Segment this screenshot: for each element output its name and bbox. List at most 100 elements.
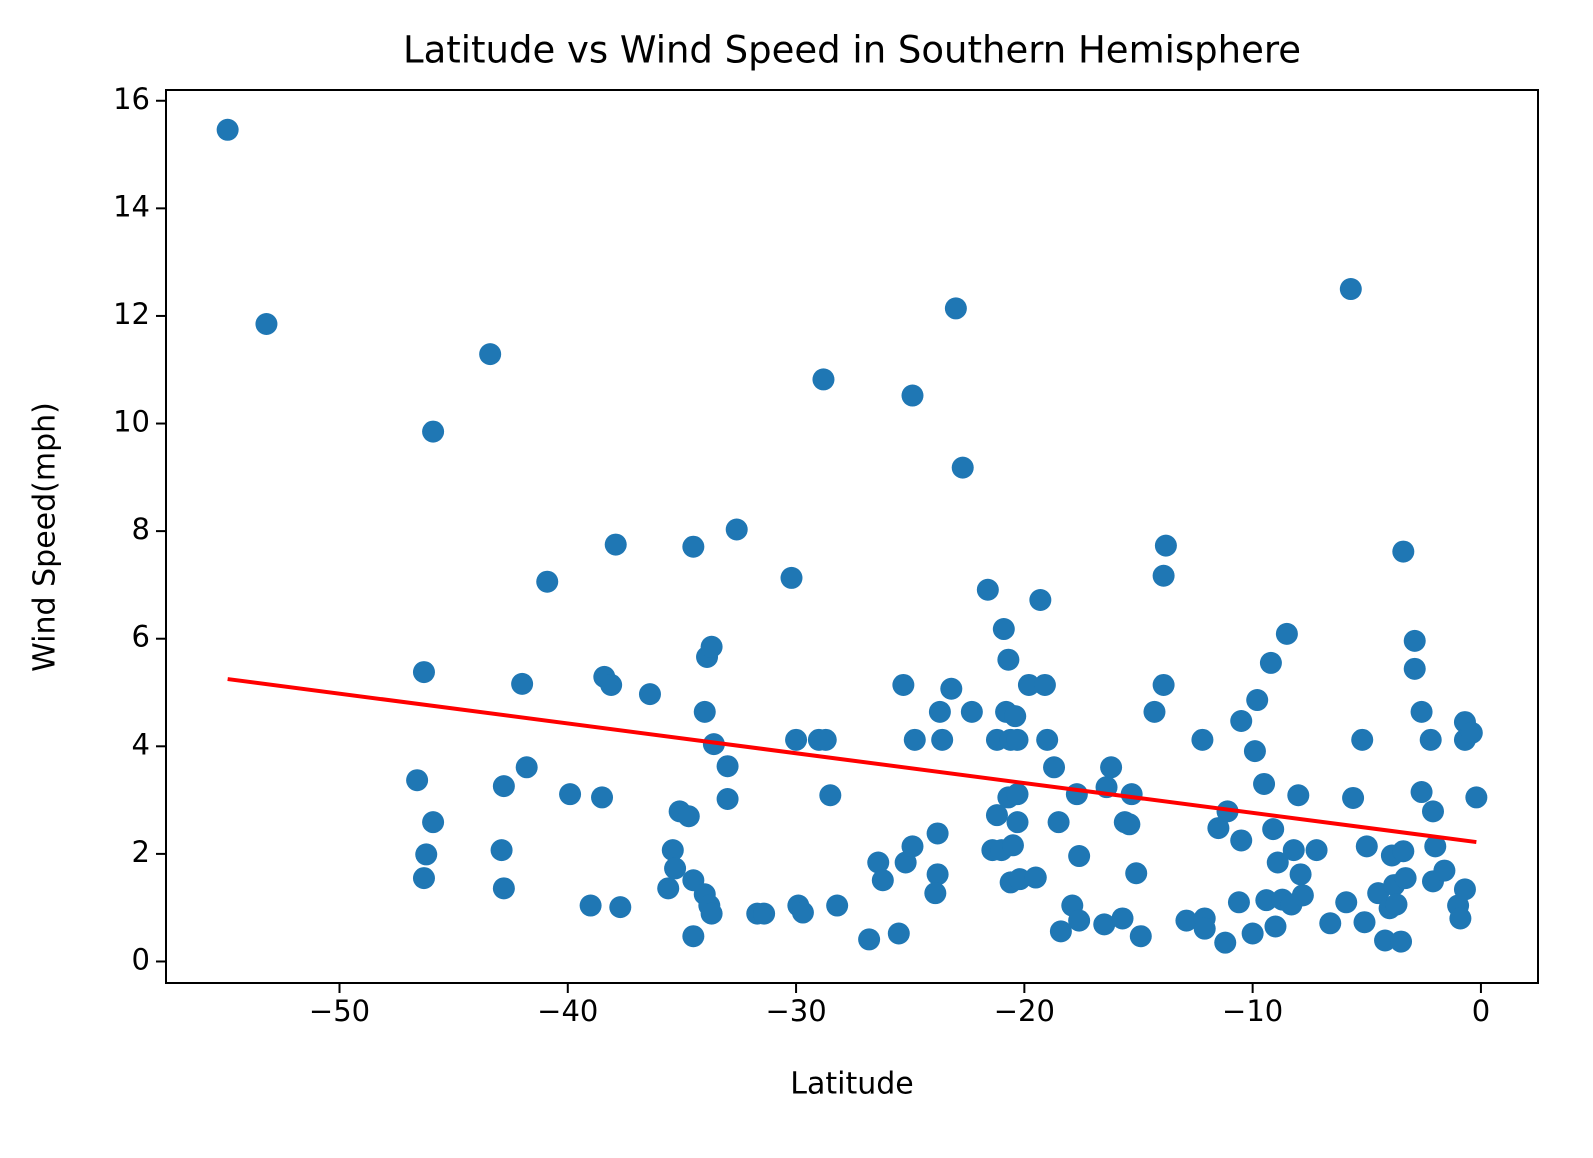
point xyxy=(490,839,513,862)
point xyxy=(1449,907,1472,930)
y-tick-label: 8 xyxy=(132,512,150,546)
point xyxy=(638,683,661,706)
point xyxy=(1266,851,1289,874)
point xyxy=(682,535,705,558)
point xyxy=(492,775,515,798)
point xyxy=(1392,840,1415,863)
point xyxy=(657,877,680,900)
point xyxy=(716,788,739,811)
point xyxy=(1289,863,1312,886)
point xyxy=(1017,673,1040,696)
point xyxy=(867,851,890,874)
y-tick-label: 12 xyxy=(113,297,150,331)
point xyxy=(871,869,894,892)
point xyxy=(926,822,949,845)
x-axis-label: Latitude xyxy=(790,1067,913,1102)
point xyxy=(1230,710,1253,733)
point xyxy=(1403,629,1426,652)
point xyxy=(682,925,705,948)
point xyxy=(1049,920,1072,943)
point xyxy=(753,902,776,925)
point xyxy=(892,673,915,696)
point xyxy=(1154,534,1177,557)
point xyxy=(422,811,445,834)
point xyxy=(1243,740,1266,763)
point xyxy=(1230,829,1253,852)
point xyxy=(422,420,445,443)
point xyxy=(1175,909,1198,932)
point xyxy=(992,618,1015,641)
point xyxy=(1390,930,1413,953)
point xyxy=(1068,909,1091,932)
chart-title: Latitude vs Wind Speed in Southern Hemis… xyxy=(403,29,1301,72)
y-tick-label: 2 xyxy=(132,835,150,869)
point xyxy=(1033,673,1056,696)
point xyxy=(951,456,974,479)
point xyxy=(1227,891,1250,914)
point xyxy=(1262,818,1285,841)
point xyxy=(785,728,808,751)
point xyxy=(1125,862,1148,885)
point xyxy=(931,728,954,751)
point xyxy=(604,533,627,556)
point xyxy=(924,882,947,905)
point xyxy=(926,863,949,886)
point xyxy=(1351,728,1374,751)
point xyxy=(1065,783,1088,806)
point xyxy=(1403,657,1426,680)
x-tick-label: −10 xyxy=(1222,994,1283,1028)
point xyxy=(700,902,723,925)
point xyxy=(901,384,924,407)
point xyxy=(1118,813,1141,836)
point xyxy=(591,786,614,809)
point xyxy=(716,755,739,778)
point xyxy=(814,728,837,751)
y-tick-label: 6 xyxy=(132,620,150,654)
y-tick-label: 0 xyxy=(132,942,150,976)
point xyxy=(1394,867,1417,890)
point xyxy=(492,877,515,900)
point xyxy=(1111,907,1134,930)
y-tick-label: 16 xyxy=(113,82,150,116)
point xyxy=(1392,540,1415,563)
x-tick-label: −20 xyxy=(994,994,1055,1028)
point xyxy=(1143,700,1166,723)
point xyxy=(515,756,538,779)
point xyxy=(1385,893,1408,916)
point xyxy=(1006,783,1029,806)
point xyxy=(1410,781,1433,804)
point xyxy=(944,297,967,320)
point xyxy=(1465,786,1488,809)
point xyxy=(511,672,534,695)
point xyxy=(579,894,602,917)
point xyxy=(1246,689,1269,712)
point xyxy=(412,661,435,684)
point xyxy=(1275,622,1298,645)
point xyxy=(887,922,910,945)
point xyxy=(1100,756,1123,779)
point xyxy=(1342,786,1365,809)
point xyxy=(700,635,723,658)
point xyxy=(1421,800,1444,823)
point xyxy=(1453,878,1476,901)
point xyxy=(1291,884,1314,907)
point xyxy=(661,839,684,862)
point xyxy=(1036,728,1059,751)
point xyxy=(725,518,748,541)
point xyxy=(901,835,924,858)
point xyxy=(1241,922,1264,945)
point xyxy=(1353,911,1376,934)
point xyxy=(406,769,429,792)
point xyxy=(1264,915,1287,938)
point xyxy=(1355,835,1378,858)
point xyxy=(216,118,239,141)
point xyxy=(559,783,582,806)
point xyxy=(985,804,1008,827)
point xyxy=(1152,564,1175,587)
point xyxy=(1193,917,1216,940)
point xyxy=(677,805,700,828)
point xyxy=(536,570,559,593)
fit-line xyxy=(227,677,1477,845)
point xyxy=(1259,651,1282,674)
